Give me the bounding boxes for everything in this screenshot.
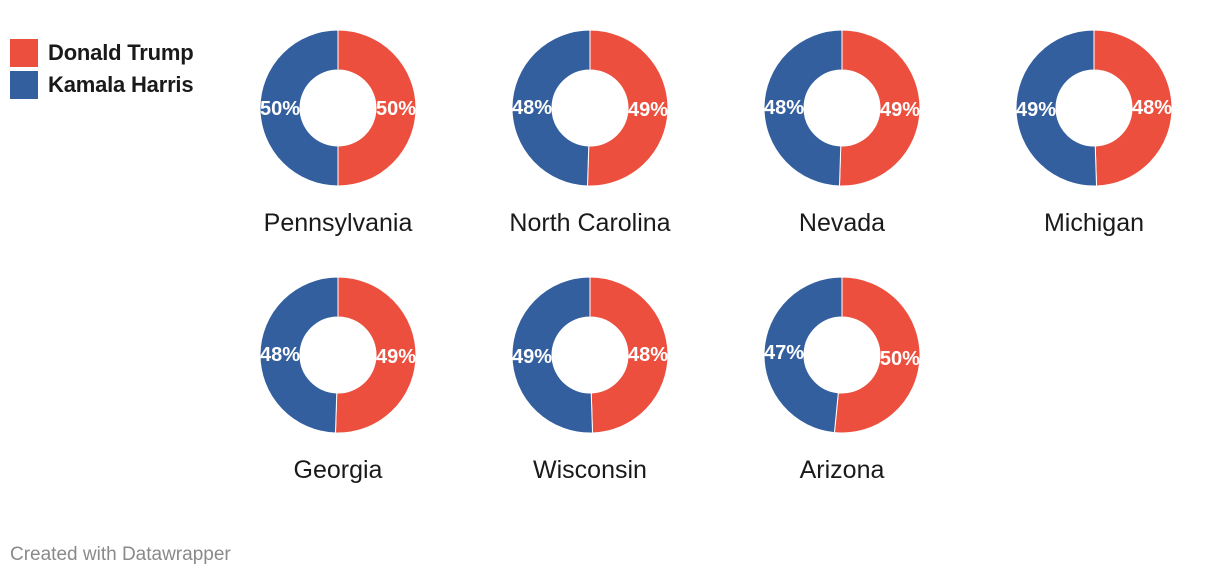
legend-item-trump: Donald Trump bbox=[10, 39, 194, 67]
state-label-wisconsin: Wisconsin bbox=[533, 456, 647, 484]
slice-harris-wisconsin bbox=[511, 276, 594, 434]
label-harris-wisconsin: 49% bbox=[512, 346, 552, 368]
slice-trump-nevada bbox=[838, 29, 921, 187]
state-label-nevada: Nevada bbox=[799, 209, 885, 237]
label-harris-georgia: 48% bbox=[260, 344, 300, 366]
label-trump-michigan: 48% bbox=[1132, 97, 1172, 119]
label-trump-nevada: 49% bbox=[880, 99, 920, 121]
slice-harris-north-carolina bbox=[511, 29, 591, 187]
slice-harris-pennsylvania bbox=[259, 29, 339, 187]
donut-arizona: 50% 47% Arizona bbox=[763, 276, 921, 484]
donut-georgia: 49% 48% Georgia bbox=[259, 276, 417, 484]
slice-trump-pennsylvania bbox=[337, 29, 417, 187]
legend-item-harris: Kamala Harris bbox=[10, 71, 194, 99]
slice-harris-arizona bbox=[763, 276, 843, 434]
slice-trump-north-carolina bbox=[586, 29, 669, 187]
legend-swatch-harris bbox=[10, 71, 38, 99]
slice-harris-georgia bbox=[259, 276, 339, 434]
slice-harris-michigan bbox=[1015, 29, 1098, 187]
label-harris-michigan: 49% bbox=[1016, 99, 1056, 121]
label-trump-wisconsin: 48% bbox=[628, 344, 668, 366]
state-label-georgia: Georgia bbox=[294, 456, 383, 484]
label-harris-nevada: 48% bbox=[764, 97, 804, 119]
label-trump-pennsylvania: 50% bbox=[376, 98, 416, 120]
donut-north-carolina: 49% 48% North Carolina bbox=[509, 29, 671, 237]
slice-trump-georgia bbox=[334, 276, 417, 434]
label-trump-arizona: 50% bbox=[880, 348, 920, 370]
slice-trump-wisconsin bbox=[589, 276, 669, 434]
label-harris-arizona: 47% bbox=[764, 342, 804, 364]
label-trump-georgia: 49% bbox=[376, 346, 416, 368]
slice-harris-nevada bbox=[763, 29, 843, 187]
slice-trump-michigan bbox=[1093, 29, 1173, 187]
legend: Donald Trump Kamala Harris bbox=[10, 39, 194, 103]
legend-swatch-trump bbox=[10, 39, 38, 67]
donut-pennsylvania: 50% 50% Pennsylvania bbox=[259, 29, 417, 237]
legend-label-trump: Donald Trump bbox=[48, 40, 194, 65]
state-label-arizona: Arizona bbox=[800, 456, 885, 484]
footer-credit: Created with Datawrapper bbox=[10, 544, 231, 565]
slice-trump-arizona bbox=[833, 276, 921, 434]
label-harris-pennsylvania: 50% bbox=[260, 98, 300, 120]
label-harris-north-carolina: 48% bbox=[512, 97, 552, 119]
donut-michigan: 48% 49% Michigan bbox=[1015, 29, 1173, 237]
label-trump-north-carolina: 49% bbox=[628, 99, 668, 121]
legend-label-harris: Kamala Harris bbox=[48, 72, 194, 97]
donut-nevada: 49% 48% Nevada bbox=[763, 29, 921, 237]
state-label-michigan: Michigan bbox=[1044, 209, 1144, 237]
donut-wisconsin: 48% 49% Wisconsin bbox=[511, 276, 669, 484]
state-label-pennsylvania: Pennsylvania bbox=[264, 209, 413, 237]
state-label-north-carolina: North Carolina bbox=[509, 209, 670, 237]
